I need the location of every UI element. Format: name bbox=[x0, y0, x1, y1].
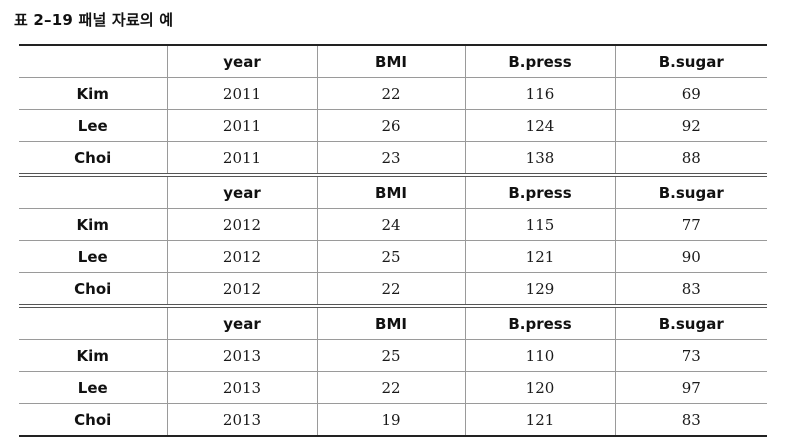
year-cell: 2013 bbox=[166, 403, 317, 437]
header-cell-bsugar: B.sugar bbox=[614, 173, 767, 209]
year-cell: 2011 bbox=[166, 77, 317, 110]
header-cell-bsugar: B.sugar bbox=[614, 44, 767, 78]
bsugar-cell: 90 bbox=[614, 240, 767, 273]
bpress-cell: 138 bbox=[464, 141, 615, 176]
year-cell: 2011 bbox=[166, 109, 317, 142]
name-cell: Lee bbox=[19, 371, 167, 404]
year-cell: 2013 bbox=[166, 339, 317, 372]
table-row: Choi 2012 22 129 83 bbox=[19, 272, 767, 307]
bpress-cell: 124 bbox=[464, 109, 615, 142]
header-cell-year: year bbox=[166, 304, 317, 340]
name-cell: Choi bbox=[19, 141, 167, 176]
bsugar-cell: 92 bbox=[614, 109, 767, 142]
header-cell-bmi: BMI bbox=[316, 304, 465, 340]
header-cell-year: year bbox=[166, 44, 317, 78]
bsugar-cell: 83 bbox=[614, 272, 767, 307]
bmi-cell: 26 bbox=[316, 109, 465, 142]
bpress-cell: 110 bbox=[464, 339, 615, 372]
bsugar-cell: 77 bbox=[614, 208, 767, 241]
header-row: year BMI B.press B.sugar bbox=[19, 44, 767, 78]
header-cell-bsugar: B.sugar bbox=[614, 304, 767, 340]
bsugar-cell: 73 bbox=[614, 339, 767, 372]
bsugar-cell: 88 bbox=[614, 141, 767, 176]
header-cell-blank bbox=[19, 173, 167, 209]
bmi-cell: 24 bbox=[316, 208, 465, 241]
header-cell-bpress: B.press bbox=[464, 173, 615, 209]
panel-data-table: year BMI B.press B.sugar Kim 2011 22 116… bbox=[19, 44, 767, 437]
table-row: Lee 2012 25 121 90 bbox=[19, 240, 767, 273]
name-cell: Choi bbox=[19, 403, 167, 437]
bmi-cell: 19 bbox=[316, 403, 465, 437]
name-cell: Kim bbox=[19, 339, 167, 372]
bpress-cell: 116 bbox=[464, 77, 615, 110]
header-cell-year: year bbox=[166, 173, 317, 209]
bpress-cell: 121 bbox=[464, 403, 615, 437]
header-row: year BMI B.press B.sugar bbox=[19, 173, 767, 209]
name-cell: Kim bbox=[19, 208, 167, 241]
year-cell: 2012 bbox=[166, 208, 317, 241]
table-title: 표 2–19 패널 자료의 예 bbox=[14, 11, 174, 29]
header-cell-bpress: B.press bbox=[464, 44, 615, 78]
year-cell: 2013 bbox=[166, 371, 317, 404]
header-cell-bpress: B.press bbox=[464, 304, 615, 340]
header-cell-blank bbox=[19, 304, 167, 340]
bsugar-cell: 69 bbox=[614, 77, 767, 110]
header-cell-bmi: BMI bbox=[316, 44, 465, 78]
name-cell: Lee bbox=[19, 109, 167, 142]
header-cell-blank bbox=[19, 44, 167, 78]
year-cell: 2011 bbox=[166, 141, 317, 176]
name-cell: Kim bbox=[19, 77, 167, 110]
table-row: Lee 2011 26 124 92 bbox=[19, 109, 767, 142]
bpress-cell: 121 bbox=[464, 240, 615, 273]
name-cell: Lee bbox=[19, 240, 167, 273]
header-row: year BMI B.press B.sugar bbox=[19, 304, 767, 340]
bpress-cell: 115 bbox=[464, 208, 615, 241]
table-row: Choi 2013 19 121 83 bbox=[19, 403, 767, 437]
bmi-cell: 25 bbox=[316, 240, 465, 273]
bmi-cell: 22 bbox=[316, 272, 465, 307]
name-cell: Choi bbox=[19, 272, 167, 307]
bsugar-cell: 97 bbox=[614, 371, 767, 404]
table-row: Kim 2011 22 116 69 bbox=[19, 77, 767, 110]
bmi-cell: 22 bbox=[316, 371, 465, 404]
bpress-cell: 129 bbox=[464, 272, 615, 307]
bsugar-cell: 83 bbox=[614, 403, 767, 437]
bmi-cell: 22 bbox=[316, 77, 465, 110]
table-row: Kim 2012 24 115 77 bbox=[19, 208, 767, 241]
bpress-cell: 120 bbox=[464, 371, 615, 404]
year-cell: 2012 bbox=[166, 272, 317, 307]
table-row: Kim 2013 25 110 73 bbox=[19, 339, 767, 372]
year-cell: 2012 bbox=[166, 240, 317, 273]
table-row: Lee 2013 22 120 97 bbox=[19, 371, 767, 404]
bmi-cell: 23 bbox=[316, 141, 465, 176]
bmi-cell: 25 bbox=[316, 339, 465, 372]
table-row: Choi 2011 23 138 88 bbox=[19, 141, 767, 176]
header-cell-bmi: BMI bbox=[316, 173, 465, 209]
